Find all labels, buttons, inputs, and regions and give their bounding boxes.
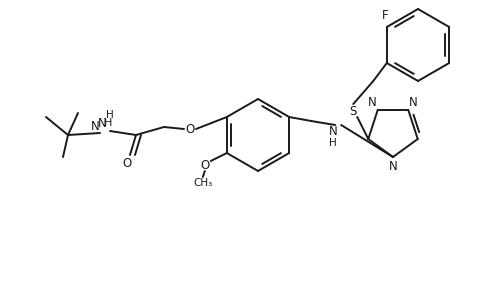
Text: O: O <box>122 157 131 169</box>
Text: N: N <box>91 120 100 133</box>
Text: S: S <box>349 105 356 118</box>
Text: N: N <box>98 116 106 129</box>
Text: CH₃: CH₃ <box>193 178 212 188</box>
Text: H: H <box>103 118 112 128</box>
Text: N: N <box>388 159 397 172</box>
Text: F: F <box>381 8 387 22</box>
Text: O: O <box>185 122 194 135</box>
Text: N: N <box>408 96 417 109</box>
Text: N: N <box>328 125 337 138</box>
Text: H: H <box>106 110 114 120</box>
Text: N: N <box>367 96 376 109</box>
Text: H: H <box>328 138 336 148</box>
Text: O: O <box>200 158 209 171</box>
